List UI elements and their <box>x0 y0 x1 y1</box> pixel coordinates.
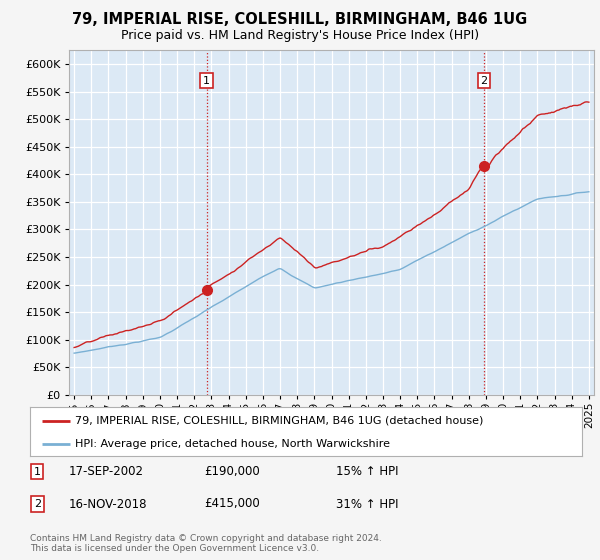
Text: 31% ↑ HPI: 31% ↑ HPI <box>336 497 398 511</box>
Text: HPI: Average price, detached house, North Warwickshire: HPI: Average price, detached house, Nort… <box>75 439 390 449</box>
Text: Contains HM Land Registry data © Crown copyright and database right 2024.: Contains HM Land Registry data © Crown c… <box>30 534 382 543</box>
Text: 2: 2 <box>34 499 41 509</box>
Text: 79, IMPERIAL RISE, COLESHILL, BIRMINGHAM, B46 1UG (detached house): 79, IMPERIAL RISE, COLESHILL, BIRMINGHAM… <box>75 416 484 426</box>
Text: This data is licensed under the Open Government Licence v3.0.: This data is licensed under the Open Gov… <box>30 544 319 553</box>
Text: £415,000: £415,000 <box>204 497 260 511</box>
Text: 79, IMPERIAL RISE, COLESHILL, BIRMINGHAM, B46 1UG: 79, IMPERIAL RISE, COLESHILL, BIRMINGHAM… <box>73 12 527 27</box>
Text: 1: 1 <box>203 76 210 86</box>
Text: £190,000: £190,000 <box>204 465 260 478</box>
Text: 17-SEP-2002: 17-SEP-2002 <box>69 465 144 478</box>
Text: 2: 2 <box>480 76 487 86</box>
Text: 16-NOV-2018: 16-NOV-2018 <box>69 497 148 511</box>
Text: 1: 1 <box>34 466 41 477</box>
Text: 15% ↑ HPI: 15% ↑ HPI <box>336 465 398 478</box>
Text: Price paid vs. HM Land Registry's House Price Index (HPI): Price paid vs. HM Land Registry's House … <box>121 29 479 42</box>
